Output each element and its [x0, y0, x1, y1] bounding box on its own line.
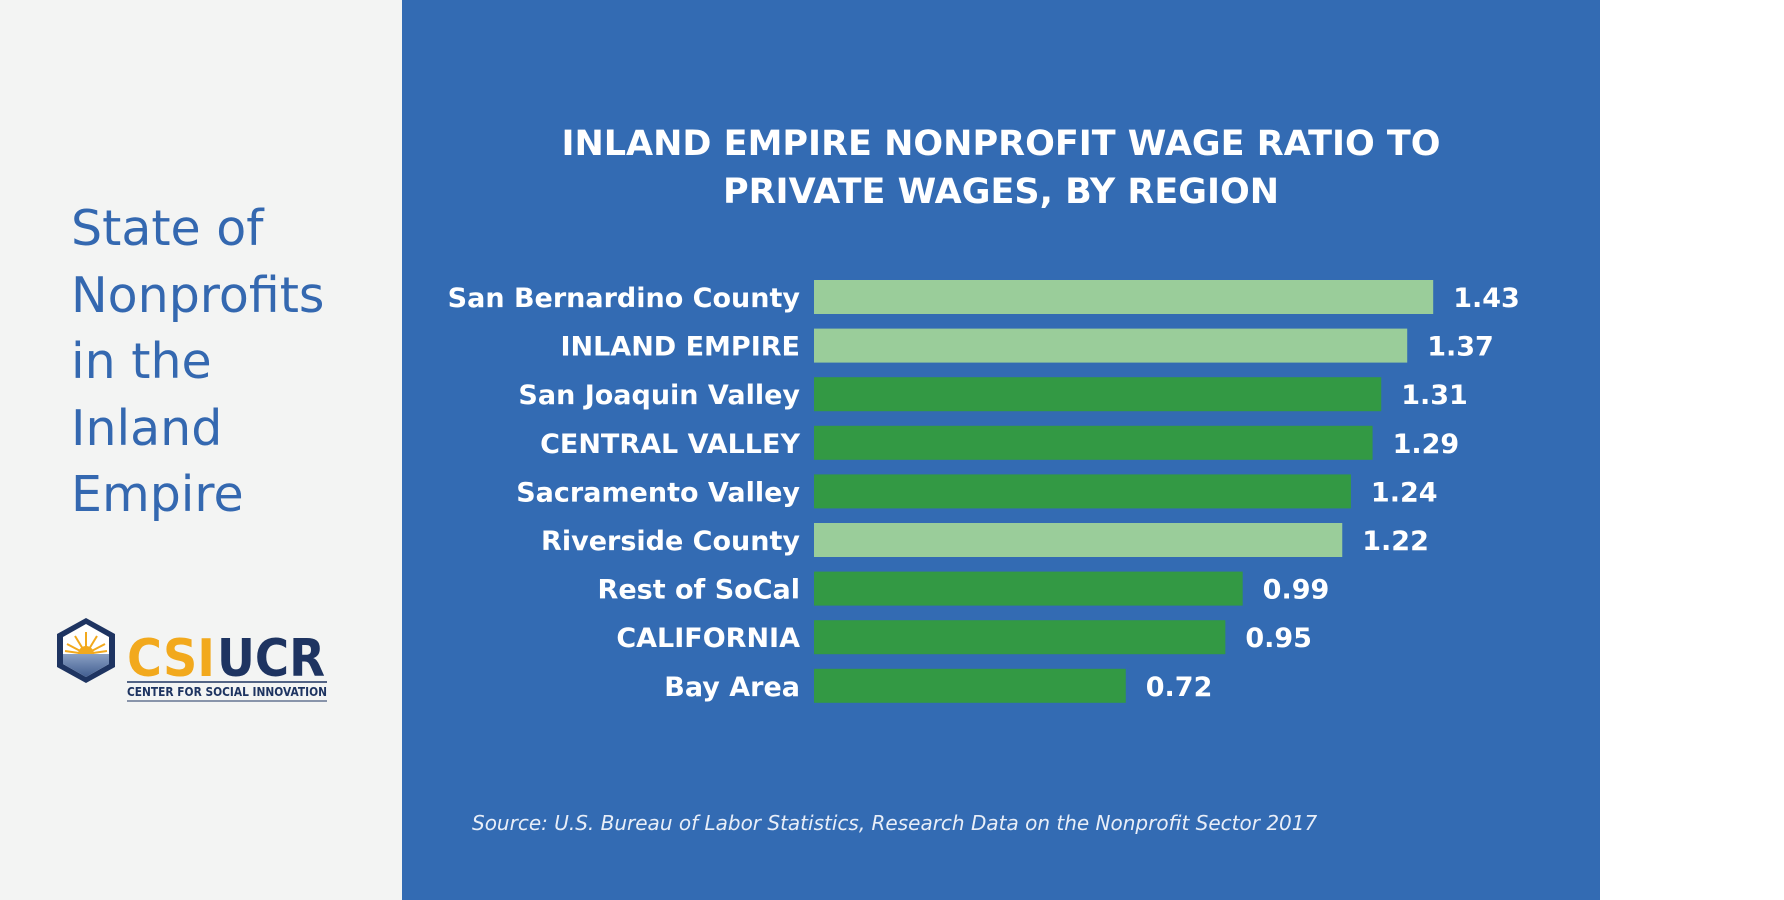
- value-label: 0.72: [1146, 672, 1213, 703]
- value-label: 1.24: [1371, 477, 1438, 508]
- side-title: State of Nonprofits in the Inland Empire: [71, 196, 324, 529]
- chart-title-line: PRIVATE WAGES, BY REGION: [722, 172, 1280, 212]
- category-label: Bay Area: [664, 672, 800, 703]
- value-label: 1.37: [1427, 332, 1494, 363]
- bar: [814, 523, 1343, 557]
- value-label: 1.43: [1453, 283, 1520, 314]
- svg-text:CENTER FOR SOCIAL INNOVATION: CENTER FOR SOCIAL INNOVATION: [127, 685, 327, 699]
- side-title-line: Empire: [71, 466, 244, 523]
- category-label: Rest of SoCal: [598, 575, 800, 606]
- side-title-line: Inland: [71, 399, 223, 457]
- svg-text:CSI: CSI: [127, 629, 215, 689]
- side-title-line: State of: [71, 200, 264, 257]
- category-label: CENTRAL VALLEY: [540, 429, 800, 460]
- source-note: Source: U.S. Bureau of Labor Statistics,…: [472, 811, 1318, 835]
- bar: [814, 668, 1126, 703]
- bar: [814, 474, 1351, 509]
- side-title-line: Nonprofits: [71, 266, 325, 324]
- svg-text:UCR: UCR: [217, 629, 325, 689]
- category-label: INLAND EMPIRE: [560, 332, 800, 363]
- category-label: CALIFORNIA: [616, 623, 800, 654]
- chart-title-line: INLAND EMPIRE NONPROFIT WAGE RATIO TO: [561, 124, 1441, 164]
- category-label: San Bernardino County: [448, 283, 801, 314]
- value-label: 1.22: [1362, 526, 1429, 557]
- category-label: San Joaquin Valley: [518, 380, 800, 411]
- category-label: Riverside County: [541, 526, 800, 557]
- sidebar: State of Nonprofits in the Inland Empire…: [0, 0, 402, 900]
- side-title-line: in the: [71, 333, 212, 390]
- value-label: 0.99: [1263, 575, 1330, 606]
- value-label: 1.31: [1401, 380, 1468, 411]
- value-label: 1.29: [1393, 429, 1460, 460]
- value-label: 0.95: [1245, 623, 1312, 654]
- bar: [814, 620, 1226, 655]
- chart-title: INLAND EMPIRE NONPROFIT WAGE RATIO TO PR…: [402, 120, 1600, 216]
- csiucr-logo: CSI UCR CENTER FOR SOCIAL INNOVATION: [57, 618, 327, 702]
- bar: [814, 571, 1243, 606]
- bar: [814, 328, 1408, 363]
- bar: [814, 377, 1382, 412]
- category-label: Sacramento Valley: [516, 477, 800, 508]
- bar: [814, 280, 1434, 314]
- bar: [814, 425, 1373, 460]
